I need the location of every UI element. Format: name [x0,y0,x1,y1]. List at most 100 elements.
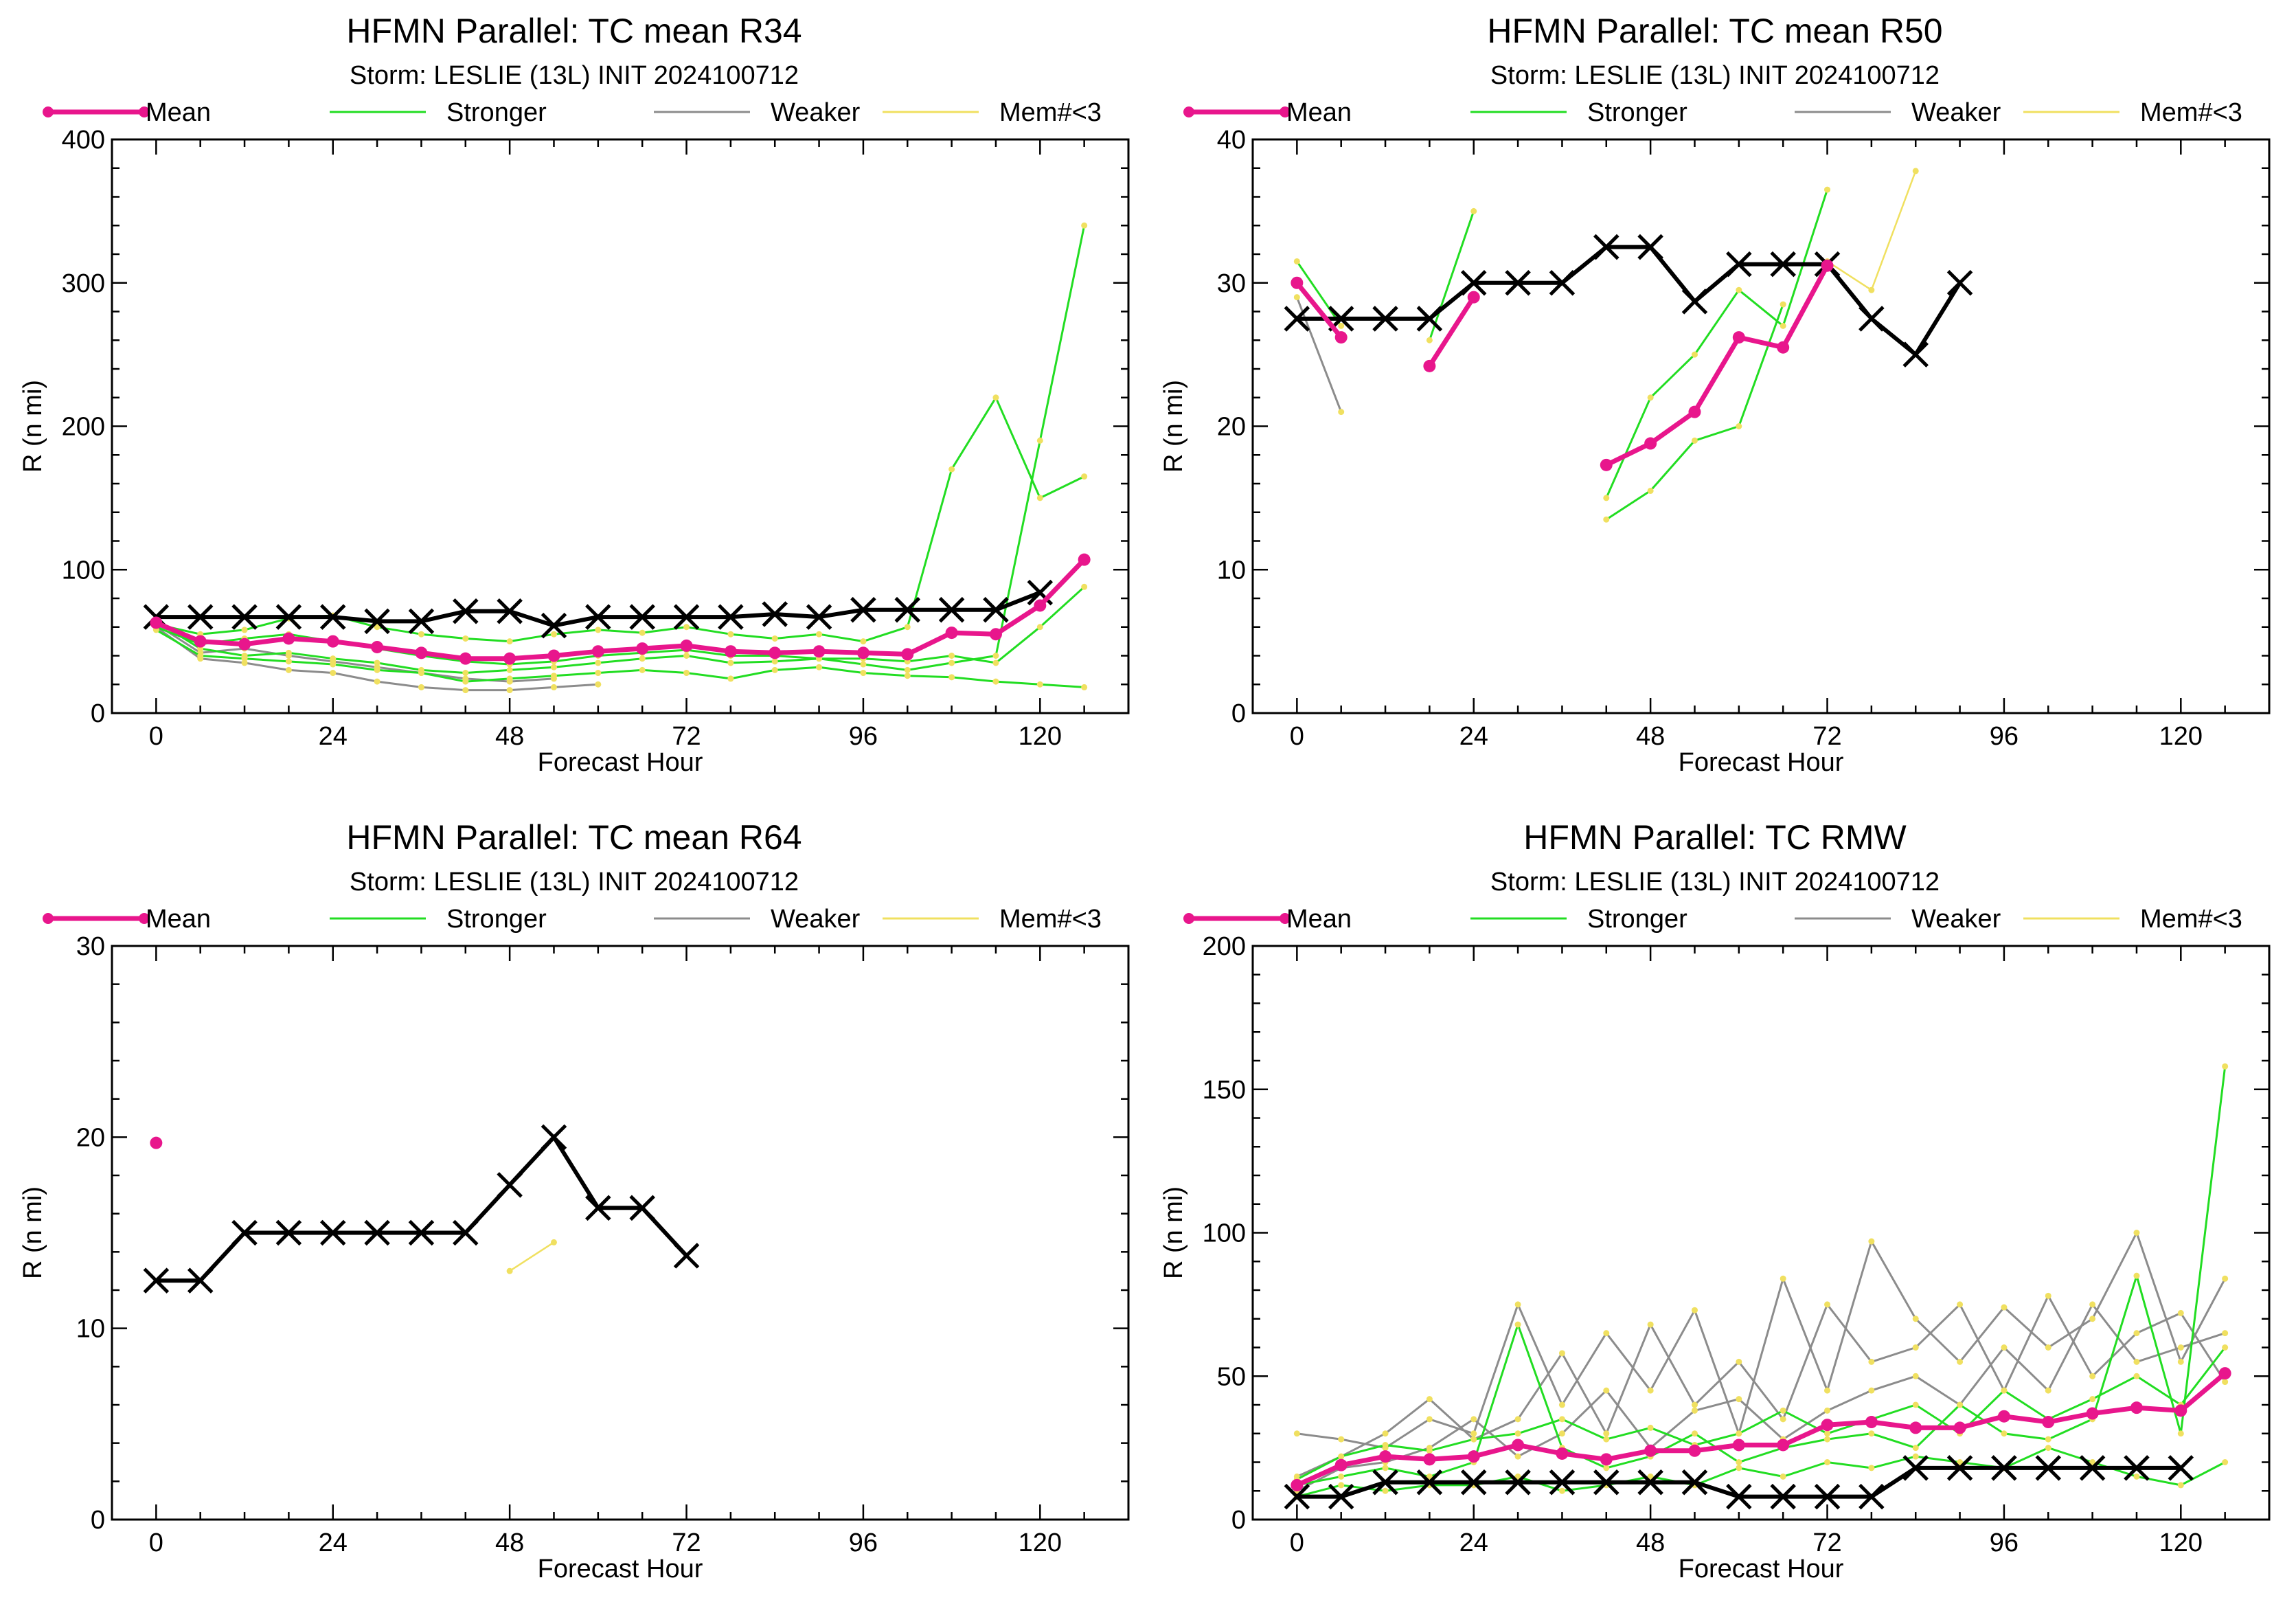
x-tick-label: 120 [1019,722,1062,751]
x-tick-label: 0 [1290,1529,1304,1557]
data-point-x-marker [1416,1469,1443,1496]
y-tick-label: 200 [62,413,105,442]
data-point [2001,1387,2008,1394]
x-tick-label: 0 [149,722,163,751]
data-point [1291,276,1304,289]
series-line [1826,170,1917,291]
data-point [1777,341,1790,354]
data-point [2045,1387,2051,1394]
data-point [1909,1421,1922,1434]
series-stronger [152,627,1088,690]
series-weaker [1293,294,1345,416]
series-line [1296,1447,2226,1498]
legend-item-few-members: Mem#<3 [883,905,1102,934]
series-line [1295,297,1343,413]
data-point [1081,583,1088,590]
data-point [1912,1316,1919,1322]
data-point [374,666,380,673]
data-point [771,666,778,673]
data-point-x-marker [762,601,788,627]
data-point [1081,222,1088,229]
y-tick-label: 0 [91,699,105,728]
data-point-x-marker [364,1219,390,1246]
data-point [771,635,778,642]
data-point [285,666,292,673]
data-point-x-marker [143,1267,170,1294]
series-stronger [1293,258,1345,329]
data-point [683,653,690,659]
series-mean [1291,276,1348,344]
data-point [150,616,163,629]
data-point-x-marker [585,1195,611,1221]
chart-subtitle: Storm: LESLIE (13L) INIT 2024100712 [1490,61,1940,90]
data-point [1558,1416,1565,1423]
y-axis: 0 10 20 30 R (n mi) [19,932,1128,1535]
data-point [2222,1379,2229,1386]
data-point [1644,437,1657,450]
data-point-x-marker [806,604,832,630]
legend-item-few-members: Mem#<3 [2023,98,2242,127]
data-point [1293,1430,1300,1437]
data-point [639,655,646,662]
data-point [2001,1430,2008,1437]
data-point [948,674,955,681]
legend-item-stronger: Stronger [330,905,547,934]
data-point-x-marker [629,1195,655,1221]
data-point-x-marker [938,596,965,623]
data-point [683,670,690,677]
data-point [1780,1275,1786,1282]
chart-title: HFMN Parallel: TC mean R34 [346,12,802,50]
data-point [2089,1316,2096,1322]
data-point [1036,681,1043,688]
data-point [1470,1430,1477,1437]
data-point-x-marker [2124,1455,2150,1481]
data-point [1868,1430,1875,1437]
data-point [2045,1445,2051,1452]
data-point [285,649,292,656]
data-point [1691,351,1698,358]
data-point-x-marker [187,604,214,630]
data-point [904,673,911,679]
data-point [550,1239,557,1245]
legend-marker [43,913,54,924]
data-point [636,642,649,655]
series-group [1284,1063,2231,1510]
data-point [1647,394,1654,401]
series-line [1428,210,1475,341]
data-point [1558,1487,1565,1494]
data-point-x-marker [1814,1483,1841,1510]
legend: Mean Stronger Weaker Mem#<3 [43,98,1102,127]
chart-r34: HFMN Parallel: TC mean R34 Storm: LESLIE … [19,12,1130,777]
data-point [1558,1401,1565,1408]
data-point [1736,1358,1742,1365]
data-point [2133,1230,2140,1236]
data-point [2222,1344,2229,1351]
legend-marker [43,106,54,117]
data-point-x-marker [673,1243,700,1269]
y-tick-label: 0 [91,1506,105,1535]
data-point [771,658,778,665]
data-point [2222,1063,2229,1070]
data-point [1780,1473,1786,1480]
x-tick-label: 48 [495,722,524,751]
data-point [1912,1401,1919,1408]
data-point [2177,1482,2184,1489]
legend-marker [1183,913,1194,924]
data-point [1426,337,1433,343]
data-point [856,646,869,659]
legend: Mean Stronger Weaker Mem#<3 [1183,905,2242,934]
y-tick-label: 10 [1217,556,1246,585]
data-point [374,678,380,685]
y-tick-label: 0 [1231,1506,1246,1535]
series-stronger [1426,207,1477,343]
data-point-x-marker [850,596,876,623]
y-axis-label: R (n mi) [1159,380,1188,473]
y-tick-label: 400 [62,126,105,155]
chart-r50: HFMN Parallel: TC mean R50 Storm: LESLIE … [1159,12,2271,777]
data-point [1603,1430,1610,1437]
data-point [1514,1473,1521,1480]
data-point [901,648,914,661]
legend-label: Mem#<3 [2140,98,2242,127]
data-point [1688,405,1701,418]
data-point-x-marker [1859,306,1885,332]
